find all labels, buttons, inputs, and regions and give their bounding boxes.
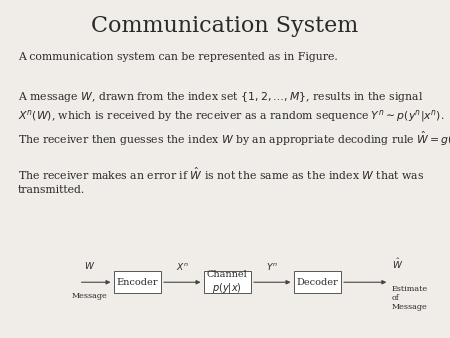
FancyBboxPatch shape bbox=[293, 271, 341, 293]
Text: The receiver then guesses the index $W$ by an appropriate decoding rule $\hat{W}: The receiver then guesses the index $W$ … bbox=[18, 130, 450, 148]
Text: $X^n$: $X^n$ bbox=[176, 261, 189, 272]
Text: The receiver makes an error if $\hat{W}$ is not the same as the index $W$ that w: The receiver makes an error if $\hat{W}$… bbox=[18, 166, 424, 195]
Text: Decoder: Decoder bbox=[297, 278, 338, 287]
FancyBboxPatch shape bbox=[203, 271, 251, 293]
Text: $W$: $W$ bbox=[84, 260, 94, 271]
Text: Communication System: Communication System bbox=[91, 15, 359, 37]
FancyBboxPatch shape bbox=[113, 271, 161, 293]
Text: $Y^n$: $Y^n$ bbox=[266, 261, 278, 272]
Text: A message $W$, drawn from the index set $\{1, 2, \ldots, M\}$, results in the si: A message $W$, drawn from the index set … bbox=[18, 90, 445, 124]
Text: Estimate
of
Message: Estimate of Message bbox=[392, 285, 428, 311]
Text: A communication system can be represented as in Figure.: A communication system can be represente… bbox=[18, 52, 338, 63]
Text: $\hat{W}$: $\hat{W}$ bbox=[392, 257, 403, 271]
Text: Encoder: Encoder bbox=[117, 278, 158, 287]
Text: Channel
$p(y|x)$: Channel $p(y|x)$ bbox=[207, 270, 248, 295]
Text: Message: Message bbox=[71, 292, 107, 300]
